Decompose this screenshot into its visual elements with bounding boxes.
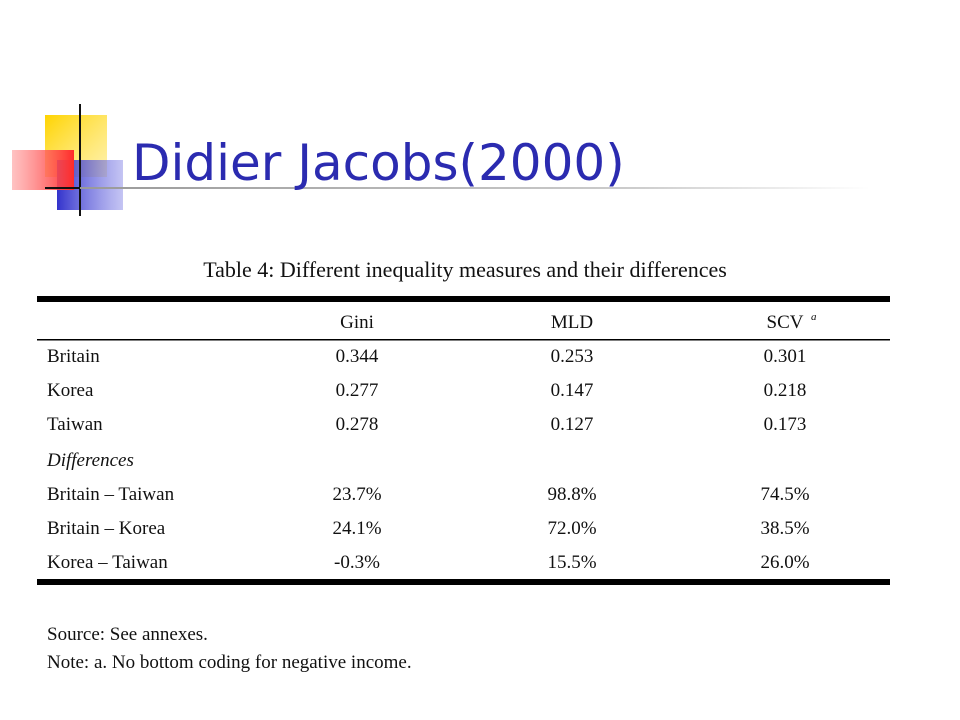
cell: 0.344: [336, 346, 379, 367]
header-rule: [37, 339, 890, 341]
cell: 0.253: [551, 346, 594, 367]
row-label: Britain: [47, 346, 100, 367]
cell: 15.5%: [547, 552, 596, 573]
cell: 0.127: [551, 414, 594, 435]
table-bottom-rule: [37, 579, 890, 585]
cell: 0.278: [336, 414, 379, 435]
column-header: SCV: [767, 312, 804, 333]
cell: 23.7%: [332, 484, 381, 505]
cell: 98.8%: [547, 484, 596, 505]
slide-title: Didier Jacobs(2000): [132, 134, 625, 192]
cell: 74.5%: [760, 484, 809, 505]
footnote-mark: a: [811, 311, 817, 323]
table-note: Source: See annexes.: [47, 624, 208, 645]
cell: -0.3%: [334, 552, 380, 573]
table-top-rule: [37, 296, 890, 302]
row-label: Korea: [47, 380, 94, 401]
cell: 0.173: [764, 414, 807, 435]
cell: 0.147: [551, 380, 594, 401]
table-caption: Table 4: Different inequality measures a…: [203, 257, 727, 282]
decoration: [12, 104, 870, 216]
cell: 38.5%: [760, 518, 809, 539]
cell: 0.218: [764, 380, 807, 401]
row-label: Taiwan: [47, 414, 103, 435]
cell: 0.277: [336, 380, 379, 401]
cell: 72.0%: [547, 518, 596, 539]
cell: 26.0%: [760, 552, 809, 573]
table-note: Note: a. No bottom coding for negative i…: [47, 652, 412, 673]
cell: 0.301: [764, 346, 807, 367]
section-label: Differences: [46, 450, 134, 471]
cell: 24.1%: [332, 518, 381, 539]
column-header: MLD: [551, 312, 593, 333]
row-label: Britain – Korea: [47, 518, 166, 539]
row-label: Korea – Taiwan: [47, 552, 168, 573]
column-header: Gini: [340, 312, 374, 333]
row-label: Britain – Taiwan: [47, 484, 175, 505]
